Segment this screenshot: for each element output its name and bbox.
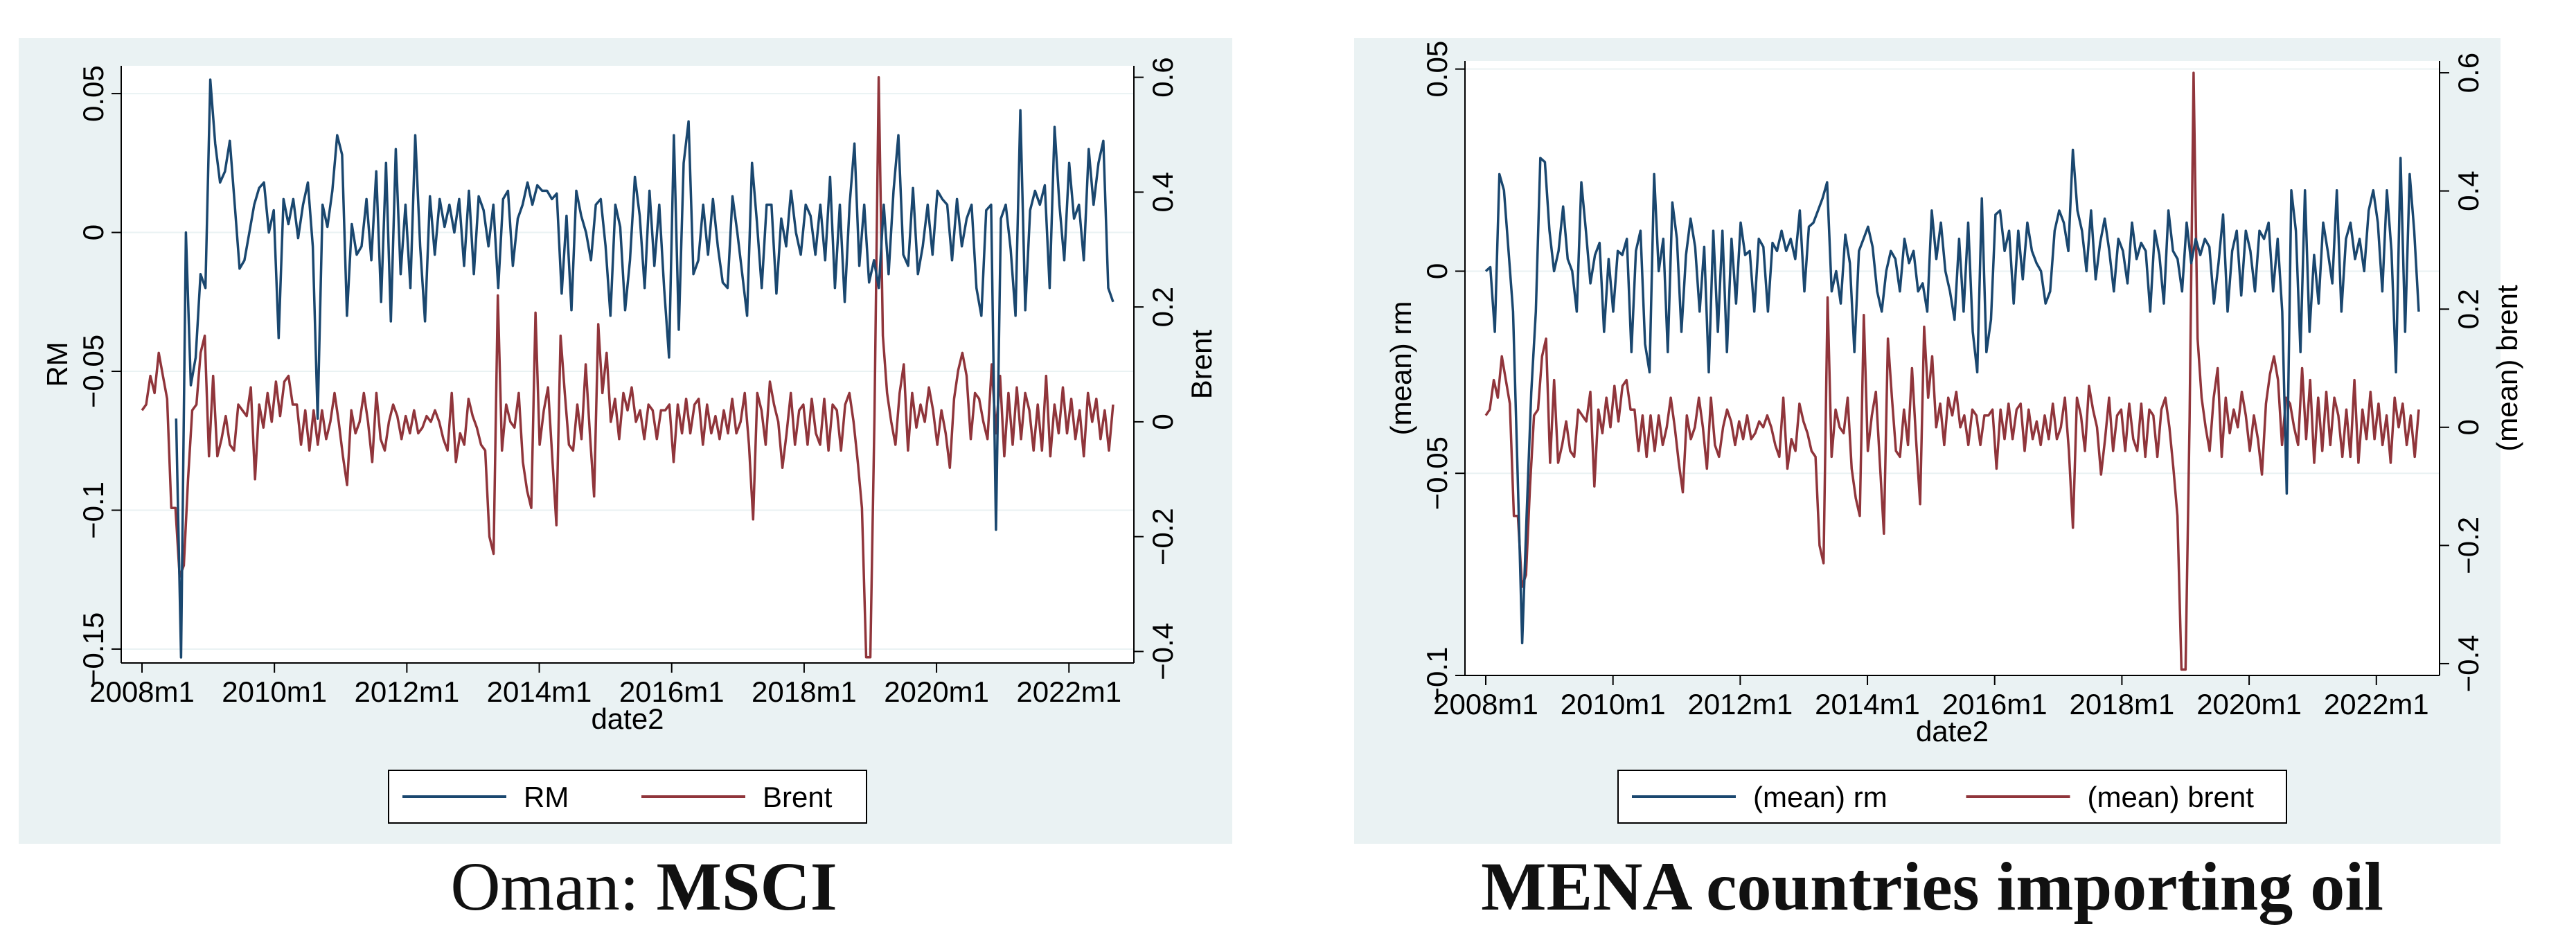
series-line-brent — [141, 76, 1114, 659]
chart-panel-mena-importing: 0.05 0 −0.05 −0.1 0.6 0.4 0.2 0 −0.2 −0.4 2008m1 20… — [1288, 0, 2576, 947]
legend: RM Brent — [388, 770, 867, 824]
caption-bold: MSCI — [656, 848, 837, 925]
legend-label: Brent — [763, 781, 833, 813]
x-tick-label: 2018m1 — [2070, 688, 2175, 720]
y-right-tick-label: −0.2 — [1146, 508, 1179, 565]
y-left-tick-label: 0 — [77, 224, 109, 240]
y-right-tick-label: −0.4 — [2452, 635, 2485, 692]
legend-label: RM — [524, 781, 569, 813]
y-left-tick-label: −0.05 — [1421, 436, 1453, 510]
y-right-axis-title: Brent — [1185, 329, 1218, 399]
x-tick-label: 2016m1 — [1942, 688, 2048, 720]
plot-area — [1465, 61, 2440, 675]
y-left-tick-label: 0 — [1421, 263, 1453, 279]
x-tick-label: 2010m1 — [222, 675, 327, 708]
y-left-tick-label: −0.05 — [77, 335, 109, 408]
legend-label: (mean) rm — [1753, 781, 1887, 813]
x-tick-label: 2008m1 — [1433, 688, 1538, 720]
x-tick-label: 2018m1 — [752, 675, 857, 708]
y-left-axis-title: RM — [41, 342, 73, 387]
y-left-tick-label: 0.05 — [1421, 41, 1453, 98]
caption-oman-msci: Oman: MSCI — [0, 849, 1288, 925]
series-line-rm — [175, 78, 1114, 659]
x-tick-label: 2014m1 — [1815, 688, 1920, 720]
y-right-tick-label: 0 — [2452, 419, 2485, 435]
y-right-tick-label: 0.2 — [1146, 287, 1179, 327]
caption-normal: Oman: — [450, 848, 657, 925]
x-tick-label: 2014m1 — [487, 675, 592, 708]
y-right-tick-label: −0.4 — [1146, 623, 1179, 680]
y-right-tick-label: −0.2 — [2452, 517, 2485, 574]
x-tick-label: 2012m1 — [1687, 688, 1793, 720]
caption-mena-importing: MENA countries importing oil — [1288, 849, 2576, 925]
y-right-axis-title: (mean) brent — [2491, 285, 2523, 452]
x-tick-label: 2020m1 — [2196, 688, 2302, 720]
y-left-tick-label: −0.1 — [77, 481, 109, 539]
y-left-axis-title: (mean) rm — [1385, 301, 1417, 436]
y-right-tick-label: 0.4 — [2452, 170, 2485, 211]
y-right-tick-label: 0.2 — [2452, 289, 2485, 329]
x-tick-label: 2022m1 — [1016, 675, 1121, 708]
x-tick-label: 2016m1 — [619, 675, 725, 708]
series-line--mean-rm — [1484, 148, 2420, 645]
line-chart-mena-importing: 0.05 0 −0.05 −0.1 0.6 0.4 0.2 0 −0.2 −0.4 2008m1 20… — [1354, 38, 2523, 844]
line-chart-oman-msci: 0.05 0 −0.05 −0.1 −0.15 0.6 0.4 0.2 0 −0.2 −0.4 200… — [19, 38, 1232, 844]
plot-area — [121, 66, 1134, 663]
caption-bold: MENA countries importing oil — [1481, 848, 2383, 925]
x-tick-label: 2008m1 — [89, 675, 195, 708]
y-left-tick-label: −0.1 — [1421, 647, 1453, 705]
x-tick-label: 2022m1 — [2324, 688, 2429, 720]
series-line--mean-brent — [1484, 71, 2420, 671]
y-right-tick-label: 0.6 — [1146, 57, 1179, 97]
x-tick-label: 2012m1 — [354, 675, 459, 708]
legend: (mean) rm (mean) brent — [1617, 770, 2287, 824]
x-axis-title: date2 — [591, 702, 664, 735]
x-axis-title: date2 — [1916, 715, 1989, 747]
y-left-tick-label: 0.05 — [77, 65, 109, 122]
legend-label: (mean) brent — [2088, 781, 2255, 813]
y-right-tick-label: 0.4 — [1146, 172, 1179, 212]
y-left-tick-label: −0.15 — [77, 612, 109, 686]
x-tick-label: 2020m1 — [884, 675, 989, 708]
y-right-tick-label: 0 — [1146, 414, 1179, 430]
y-right-tick-label: 0.6 — [2452, 53, 2485, 93]
chart-panel-oman-msci: 0.05 0 −0.05 −0.1 −0.15 0.6 0.4 0.2 0 −0.2 −0.4 200… — [0, 38, 1288, 925]
x-tick-label: 2010m1 — [1561, 688, 1666, 720]
